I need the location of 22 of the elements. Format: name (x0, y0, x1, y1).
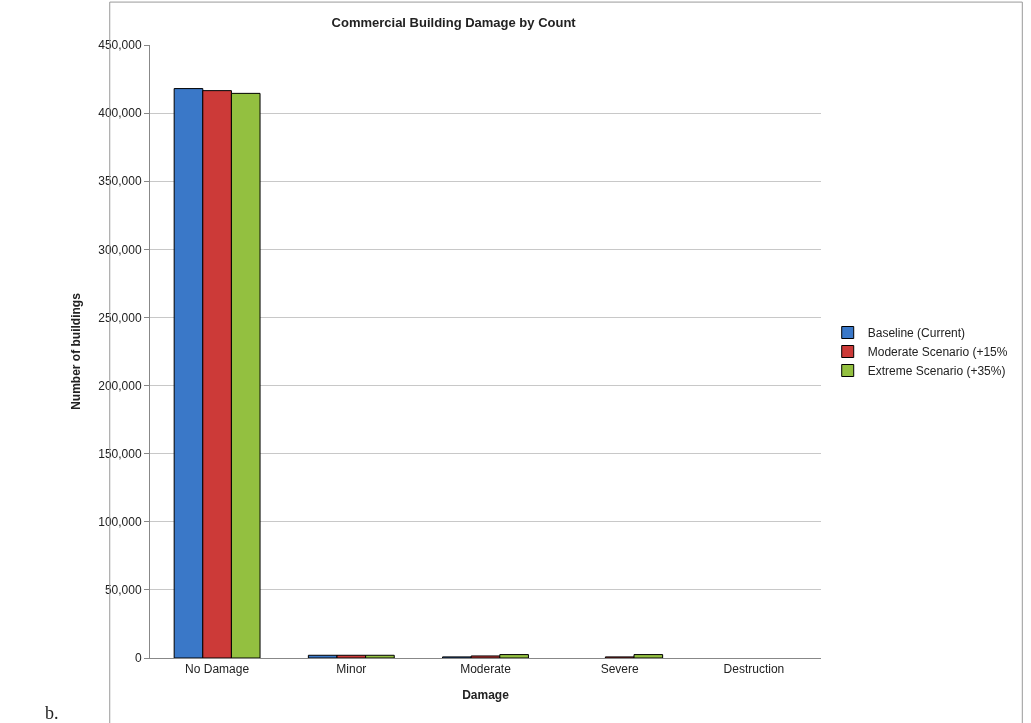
y-tick-label: 250,000 (98, 310, 142, 325)
legend-label: Baseline (Current) (867, 326, 966, 341)
x-tick-label: Moderate (460, 662, 512, 677)
x-tick-label: Minor (336, 662, 367, 677)
x-tick-label: No Damage (185, 662, 250, 677)
x-axis-title: Damage (462, 688, 510, 703)
y-tick-label: 200,000 (98, 378, 142, 393)
text: b. (45, 703, 59, 723)
legend-label: Moderate Scenario (+15% (867, 345, 1008, 360)
y-tick-label: 100,000 (98, 514, 142, 529)
y-tick-label: 50,000 (104, 583, 142, 598)
y-tick-label: 400,000 (98, 106, 142, 121)
y-tick-label: 450,000 (98, 38, 142, 53)
y-axis-title: Number of buildings (68, 292, 83, 410)
y-tick-label: 350,000 (98, 174, 142, 189)
x-tick-label: Severe (600, 662, 640, 677)
chart-title: Commercial Building Damage by Count (331, 15, 577, 31)
legend-label: Extreme Scenario (+35%) (867, 364, 1006, 379)
x-tick-label: Destruction (723, 662, 785, 677)
y-tick-label: 0 (134, 651, 142, 666)
y-tick-label: 150,000 (98, 446, 142, 461)
y-tick-label: 300,000 (98, 242, 142, 257)
